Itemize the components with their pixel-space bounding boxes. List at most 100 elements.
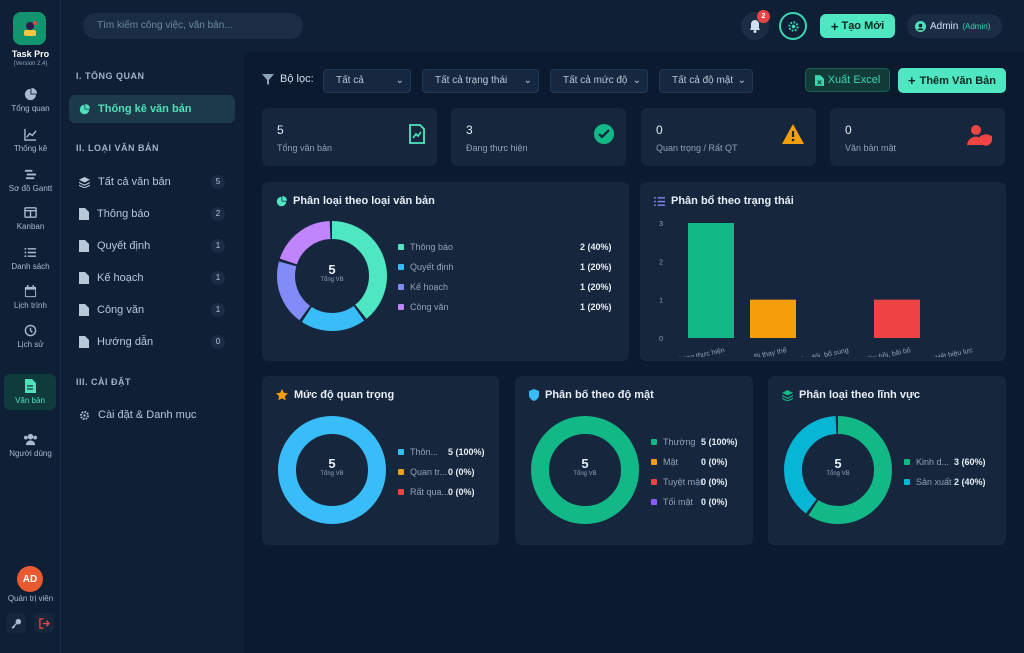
chevron-down-icon: ⌄ <box>523 75 532 86</box>
plus-icon: + <box>908 73 916 88</box>
sidebar-item-label: Kế hoạch <box>97 272 144 284</box>
legend-item[interactable]: Kế hoạch 1 (20%) <box>398 282 612 292</box>
filter-label: Bộ lọc: <box>280 73 314 85</box>
legend-item[interactable]: Công văn 1 (20%) <box>398 302 612 312</box>
rail-item-schedule[interactable]: Lịch trình <box>0 285 61 310</box>
legend-item[interactable]: Thường 5 (100%) <box>651 437 738 447</box>
rail-item-stats[interactable]: Thống kê <box>0 128 61 153</box>
secrecy-filter-select[interactable]: Tất cả độ mật ⌄ <box>659 69 753 93</box>
rail-item-list[interactable]: Danh sách <box>0 246 61 271</box>
kanban-icon <box>24 207 37 218</box>
sidebar-item-doc-stats[interactable]: Thống kê văn bản <box>69 95 235 123</box>
pie-chart-icon <box>24 88 37 101</box>
filter-icon <box>262 73 274 85</box>
rail-item-gantt[interactable]: Sơ đồ Gantt <box>0 168 61 193</box>
file-icon <box>79 208 89 220</box>
sidebar-item-guide[interactable]: Hướng dẫn 0 <box>69 328 235 356</box>
chart-title: Mức độ quan trọng <box>276 389 394 401</box>
sidebar-item-notice[interactable]: Thông báo 2 <box>69 200 235 228</box>
y-tick-label: 3 <box>659 221 663 228</box>
app-logo[interactable] <box>13 12 46 45</box>
chart-title-text: Mức độ quan trọng <box>294 389 395 401</box>
rail-item-overview[interactable]: Tổng quan <box>0 88 61 113</box>
legend-item[interactable]: Tuyệt mật 0 (0%) <box>651 477 728 487</box>
legend-item[interactable]: Rất qua... 0 (0%) <box>398 487 475 497</box>
donut-chart <box>277 221 387 331</box>
warning-icon <box>782 124 804 144</box>
sidebar-item-all-docs[interactable]: Tất cả văn bản 5 <box>69 168 235 196</box>
sidebar-item-plan[interactable]: Kế hoạch 1 <box>69 264 235 292</box>
legend-item[interactable]: Mật 0 (0%) <box>651 457 728 467</box>
notification-button[interactable] <box>741 12 769 40</box>
legend-swatch <box>398 284 404 290</box>
donut-slice[interactable] <box>277 221 387 331</box>
donut-slice[interactable] <box>531 416 639 524</box>
sidebar-item-decision[interactable]: Quyết định 1 <box>69 232 235 260</box>
level-filter-select[interactable]: Tất cả mức độ ⌄ <box>550 69 648 93</box>
legend-item[interactable]: Kinh d... 3 (60%) <box>904 457 986 467</box>
donut-slice[interactable] <box>784 416 892 524</box>
bar[interactable] <box>750 299 796 338</box>
donut-slice[interactable] <box>278 416 386 524</box>
legend-item[interactable]: Quan tr... 0 (0%) <box>398 467 475 477</box>
user-avatar[interactable]: AD <box>17 566 43 592</box>
sidebar-item-settings[interactable]: Cài đặt & Danh mục <box>69 401 235 429</box>
legend-swatch <box>651 479 657 485</box>
status-filter-select[interactable]: Tất cả trạng thái ⌄ <box>422 69 539 93</box>
chart-card-doc-types: Phân loại theo loại văn bản 5 Tổng VB Th… <box>262 182 629 361</box>
legend-label: Quyết định <box>410 262 454 272</box>
settings-button[interactable] <box>779 12 807 40</box>
rail-label: Văn bản <box>15 396 45 405</box>
user-role: (Admin) <box>962 21 991 31</box>
stat-label: Quan trọng / Rất QT <box>656 143 738 153</box>
legend-item[interactable]: Thôn... 5 (100%) <box>398 447 485 457</box>
user-menu[interactable]: Admin (Admin) <box>907 14 1002 38</box>
legend-item[interactable]: Tối mật 0 (0%) <box>651 497 728 507</box>
legend-item[interactable]: Quyết định 1 (20%) <box>398 262 612 272</box>
item-count-badge: 1 <box>211 303 225 317</box>
sidebar-item-official-letter[interactable]: Công văn 1 <box>69 296 235 324</box>
donut-slice[interactable] <box>277 221 387 331</box>
donut-chart <box>278 416 386 524</box>
legend-value: 3 (60%) <box>954 457 986 467</box>
rail-item-kanban[interactable]: Kanban <box>0 206 61 231</box>
legend-label: Mật <box>663 457 679 467</box>
donut-center: 5 Tổng VB <box>276 262 388 283</box>
create-new-label: Tạo Mới <box>841 20 885 32</box>
sidebar-item-label: Cài đặt & Danh mục <box>98 409 197 421</box>
change-password-button[interactable] <box>6 613 26 633</box>
logout-button[interactable] <box>34 613 54 633</box>
rail-item-history[interactable]: Lịch sử <box>0 324 61 349</box>
donut-slice[interactable] <box>277 221 387 331</box>
rail-label: Tổng quan <box>11 104 50 113</box>
document-icon <box>25 379 36 393</box>
rail-label: Người dùng <box>9 449 52 458</box>
export-excel-button[interactable]: Xuất Excel <box>805 68 890 92</box>
rail-item-documents[interactable]: Văn bản <box>4 374 56 410</box>
filter-label-group: Bộ lọc: <box>262 73 314 85</box>
type-filter-select[interactable]: Tất cả ⌄ <box>323 69 411 93</box>
stat-value: 0 <box>845 123 852 137</box>
legend-value: 0 (0%) <box>701 497 728 507</box>
donut-slice[interactable] <box>784 416 892 524</box>
x-tick-label: Bị thu hồi, bãi bỏ <box>859 345 912 357</box>
chart-title-text: Phân loại theo loại văn bản <box>293 195 435 207</box>
user-name: Admin <box>930 20 959 32</box>
donut-center: 5 Tổng VB <box>783 456 893 477</box>
donut-total-label: Tổng VB <box>320 471 344 477</box>
status-filter-value: Tất cả trạng thái <box>435 75 508 86</box>
bar[interactable] <box>874 299 920 338</box>
search-input[interactable]: Tìm kiếm công việc, văn bản... <box>83 13 303 39</box>
legend-item[interactable]: Sản xuất 2 (40%) <box>904 477 986 487</box>
shield-icon <box>529 389 539 401</box>
bar[interactable] <box>688 223 734 338</box>
chart-title: Phân loại theo loại văn bản <box>276 195 435 207</box>
add-document-button[interactable]: + Thêm Văn Bản <box>898 68 1006 93</box>
user-circle-icon <box>915 20 926 32</box>
legend-swatch <box>398 469 404 475</box>
rail-item-users[interactable]: Người dùng <box>0 433 61 458</box>
chart-title: Phân bổ theo trạng thái <box>654 195 794 207</box>
rail-label: Kanban <box>16 222 45 231</box>
create-new-button[interactable]: + Tạo Mới <box>820 14 895 38</box>
legend-item[interactable]: Thông báo 2 (40%) <box>398 242 612 252</box>
